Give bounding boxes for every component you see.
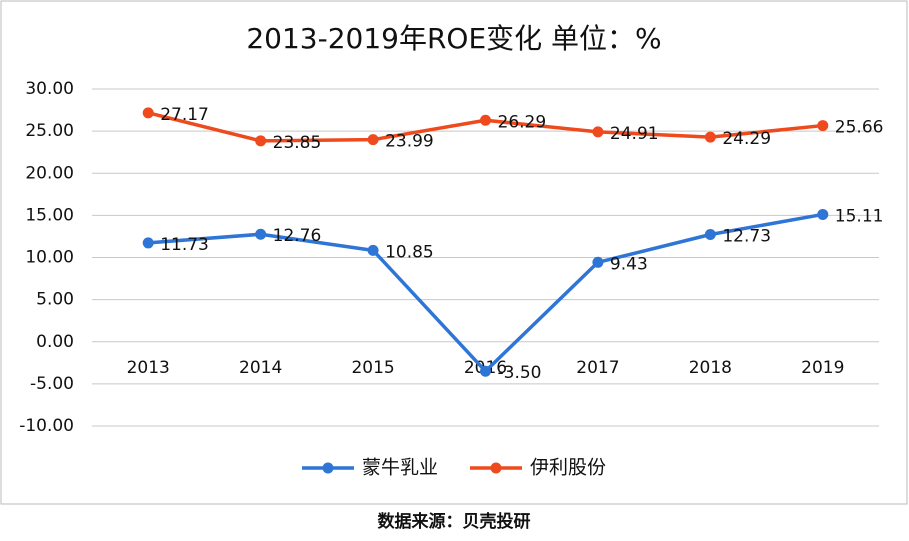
y-tick-label: -5.00 [30, 374, 74, 394]
data-point [142, 107, 154, 119]
data-point [480, 365, 491, 377]
chart-frame [0, 0, 908, 505]
data-label: 12.73 [722, 226, 771, 246]
legend-label: 伊利股份 [530, 457, 606, 479]
data-label: 15.11 [835, 206, 884, 226]
chart-title: 2013-2019年ROE变化 单位：% [246, 22, 661, 55]
data-point [704, 228, 716, 240]
x-tick-label: 2017 [576, 358, 619, 378]
source-note: 数据来源：贝壳投研 [378, 511, 531, 532]
data-label: 11.73 [160, 235, 209, 255]
x-tick-label: 2019 [801, 358, 844, 378]
data-label: 23.85 [273, 133, 322, 153]
data-point [480, 114, 491, 126]
legend-marker [322, 462, 334, 474]
legend-label: 蒙牛乳业 [362, 457, 438, 479]
data-label: 24.91 [610, 124, 659, 144]
x-tick-label: 2015 [351, 358, 394, 378]
data-label: 25.66 [835, 118, 884, 138]
y-tick-label: 20.00 [25, 163, 74, 183]
y-tick-label: 10.00 [25, 248, 74, 268]
y-tick-label: -10.00 [19, 416, 74, 436]
y-tick-label: 25.00 [25, 121, 74, 141]
data-point [592, 126, 604, 138]
data-label: 12.76 [273, 226, 322, 246]
data-point [255, 135, 267, 147]
data-label: 23.99 [385, 132, 434, 152]
data-label: 27.17 [160, 105, 209, 125]
data-label: 9.43 [610, 254, 648, 274]
data-point [367, 244, 379, 256]
x-tick-label: 2013 [127, 358, 170, 378]
x-tick-label: 2014 [239, 358, 282, 378]
data-point [142, 237, 154, 249]
data-label: 10.85 [385, 242, 434, 262]
data-point [704, 131, 716, 143]
data-point [255, 228, 267, 240]
legend-marker [490, 462, 502, 474]
data-label: 24.29 [722, 129, 771, 149]
y-tick-label: 5.00 [36, 290, 74, 310]
data-label: 26.29 [498, 112, 547, 132]
data-point [367, 134, 379, 146]
data-point [817, 208, 829, 220]
y-tick-label: 0.00 [36, 332, 74, 352]
y-tick-label: 30.00 [25, 79, 74, 99]
data-point [817, 120, 829, 132]
y-tick-label: 15.00 [25, 205, 74, 225]
data-point [592, 256, 604, 268]
x-tick-label: 2018 [689, 358, 732, 378]
data-label: -3.50 [498, 363, 542, 383]
